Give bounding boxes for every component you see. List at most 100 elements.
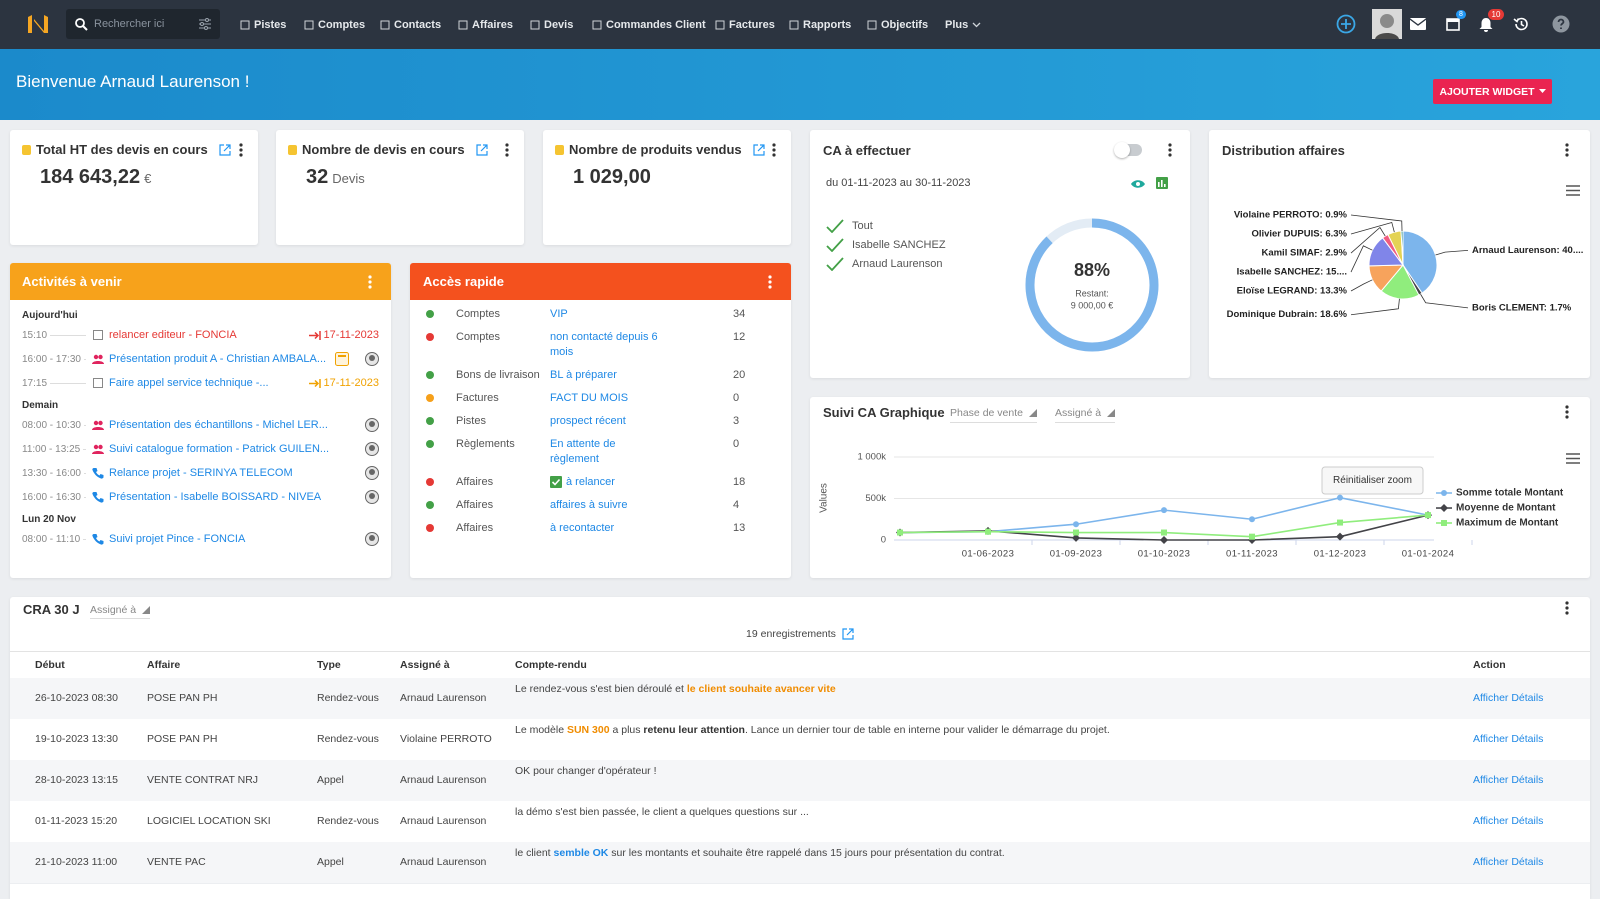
point [897,529,903,536]
edit-icon[interactable] [219,143,231,156]
nav-item[interactable]: Rapports [789,0,851,49]
menu-button[interactable] [771,143,777,157]
filter-select[interactable]: Assigné à [90,602,151,619]
nav-label: Factures [729,18,775,31]
activity-text[interactable]: Relance projet - SERINYA TELECOM [109,467,293,479]
edit-icon[interactable] [842,628,854,640]
kpi-icon [288,144,297,155]
nav-item[interactable]: Devis [530,0,573,49]
quick-label[interactable]: non contacté depuis 6 mois [550,331,658,358]
quick-label[interactable]: En attente de règlement [550,438,616,465]
edit-icon[interactable] [475,143,488,156]
activity-icon [93,378,103,388]
menu-button[interactable] [504,143,510,157]
notification-icon[interactable] [1479,17,1493,32]
activity-text[interactable]: Présentation des échantillons - Michel L… [109,419,328,431]
quick-row[interactable]: Bons de livraison BL à préparer 20 [410,364,791,387]
quick-row[interactable]: Affaires affaires à suivre 4 [410,494,791,517]
menu-button[interactable] [238,143,244,157]
assignee-avatar [365,466,379,480]
menu-button[interactable] [1564,601,1570,615]
quick-label[interactable]: à recontacter [550,522,615,534]
nav-item[interactable]: Factures [715,0,775,49]
activity-text[interactable]: Présentation - Isabelle BOISSARD - NIVEA [109,491,322,503]
nav-item[interactable]: Commandes Client [592,0,706,49]
quick-row[interactable]: Affaires à recontacter 13 [410,517,791,540]
activity-text[interactable]: relancer editeur - FONCIA [109,329,237,341]
toggle-switch[interactable] [1114,142,1142,158]
activity-text[interactable]: Faire appel service technique -... [109,377,269,389]
activity-row: 08:00 - 10:30 Présentation des échantillo… [22,413,379,437]
chart-menu[interactable] [1566,185,1580,196]
cell-deal: LOGICIEL LOCATION SKI [147,815,271,827]
search-box[interactable]: Rechercher ici [66,9,220,39]
activity-text[interactable]: Présentation produit A - Christian AMBAL… [109,353,327,365]
history-shape [1513,17,1528,31]
line-chart: 0 500k 1 000k Values 01-06-2023 01-09-2023 01-… [819,452,1564,560]
pie-label: Kamil SIMAF: 2.9% [1261,248,1347,259]
chart-icon[interactable] [1156,177,1168,189]
details-link[interactable]: Afficher Détails [1473,856,1544,868]
user-avatar[interactable] [1372,9,1402,39]
cell-report: Le modèle SUN 300 a plus retenu leur att… [515,724,1415,736]
mail-icon[interactable] [1410,18,1426,30]
menu-button[interactable] [1564,143,1570,157]
cell-assigned: Arnaud Laurenson [400,856,487,868]
add-widget-button[interactable]: AJOUTER WIDGET [1433,79,1552,104]
nav-item[interactable]: Pistes [240,0,286,49]
quick-label[interactable]: BL à préparer [550,369,617,381]
filter-option[interactable]: Tout [826,219,873,233]
nav-item[interactable]: Affaires [458,0,513,49]
menu-button[interactable] [1167,143,1173,157]
details-link[interactable]: Afficher Détails [1473,774,1544,786]
details-link[interactable]: Afficher Détails [1473,733,1544,745]
quick-row[interactable]: Règlements En attente de règlement 0 [410,433,791,471]
nav-item[interactable]: Plus [945,0,981,49]
nav-label: Devis [544,18,574,31]
edit-icon[interactable] [753,143,765,156]
nav-item[interactable]: Contacts [380,0,441,49]
reset-zoom-button[interactable]: Réinitialiser zoom [1321,466,1424,495]
nav-item[interactable]: Objectifs [867,0,928,49]
details-link[interactable]: Afficher Détails [1473,815,1544,827]
activity-text[interactable]: Suivi projet Pince - FONCIA [109,533,246,545]
quick-label[interactable]: affaires à suivre [550,499,628,511]
filter-label: Isabelle SANCHEZ [852,239,946,251]
quick-label[interactable]: à relancer [566,476,615,488]
quick-label[interactable]: FACT DU MOIS [550,392,629,404]
nav-label: Plus [945,18,969,31]
details-link[interactable]: Afficher Détails [1473,692,1544,704]
pie-slice [1400,230,1404,266]
chart-menu[interactable] [1566,453,1580,464]
filter-option[interactable]: Isabelle SANCHEZ [826,238,946,252]
quick-row[interactable]: Comptes VIP 34 [410,303,791,326]
quick-row[interactable]: Affaires à relancer 18 [410,471,791,494]
menu-button[interactable] [367,275,373,289]
menu-button[interactable] [1564,405,1570,419]
lens [75,18,85,28]
filter-option[interactable]: Arnaud Laurenson [826,257,943,271]
pie-label: Eloïse LEGRAND: 13.3% [1237,286,1348,297]
quick-label[interactable]: VIP [550,308,568,320]
history-icon[interactable] [1513,16,1529,32]
activity-text[interactable]: Suivi catalogue formation - Patrick GUIL… [109,443,330,455]
point [1425,512,1431,519]
view-icon[interactable] [1130,179,1146,189]
nav-icon [867,20,877,29]
filter-select[interactable]: Phase de vente [950,405,1037,423]
table-row: 26-10-2023 08:30 POSE PAN PH Rendez-vous Ar… [10,678,1590,720]
help-icon[interactable] [1552,15,1570,33]
calendar-icon[interactable] [1446,17,1460,31]
quick-row[interactable]: Factures FACT DU MOIS 0 [410,387,791,410]
caret-shape [1538,89,1546,93]
quick-row[interactable]: Comptes non contacté depuis 6 mois 12 [410,326,791,364]
menu-button[interactable] [767,275,773,289]
point [1249,533,1255,540]
quick-label[interactable]: prospect récent [550,415,626,427]
nav-item[interactable]: Comptes [304,0,365,49]
filter-select[interactable]: Assigné à [1055,405,1116,423]
quick-row[interactable]: Pistes prospect récent 3 [410,410,791,433]
legend-marker [1441,490,1447,496]
add-button[interactable] [1336,14,1356,34]
leader-line [1350,245,1373,273]
